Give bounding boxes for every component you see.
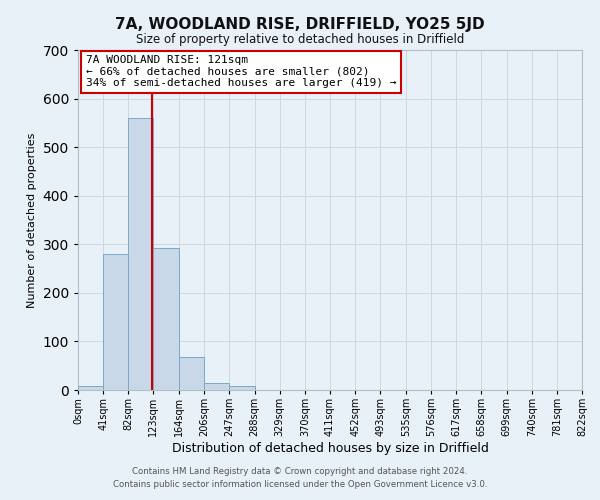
Bar [103,254,128,390]
Bar [78,386,103,390]
Y-axis label: Number of detached properties: Number of detached properties [27,132,37,308]
Text: Contains HM Land Registry data © Crown copyright and database right 2024.
Contai: Contains HM Land Registry data © Crown c… [113,467,487,489]
Bar [205,383,229,390]
X-axis label: Distribution of detached houses by size in Driffield: Distribution of detached houses by size … [172,442,488,455]
Bar [128,118,154,390]
Bar [179,357,205,390]
Text: Size of property relative to detached houses in Driffield: Size of property relative to detached ho… [136,32,464,46]
Bar [154,248,179,390]
Text: 7A, WOODLAND RISE, DRIFFIELD, YO25 5JD: 7A, WOODLAND RISE, DRIFFIELD, YO25 5JD [115,18,485,32]
Bar [229,386,254,390]
Text: 7A WOODLAND RISE: 121sqm
← 66% of detached houses are smaller (802)
34% of semi-: 7A WOODLAND RISE: 121sqm ← 66% of detach… [86,55,396,88]
